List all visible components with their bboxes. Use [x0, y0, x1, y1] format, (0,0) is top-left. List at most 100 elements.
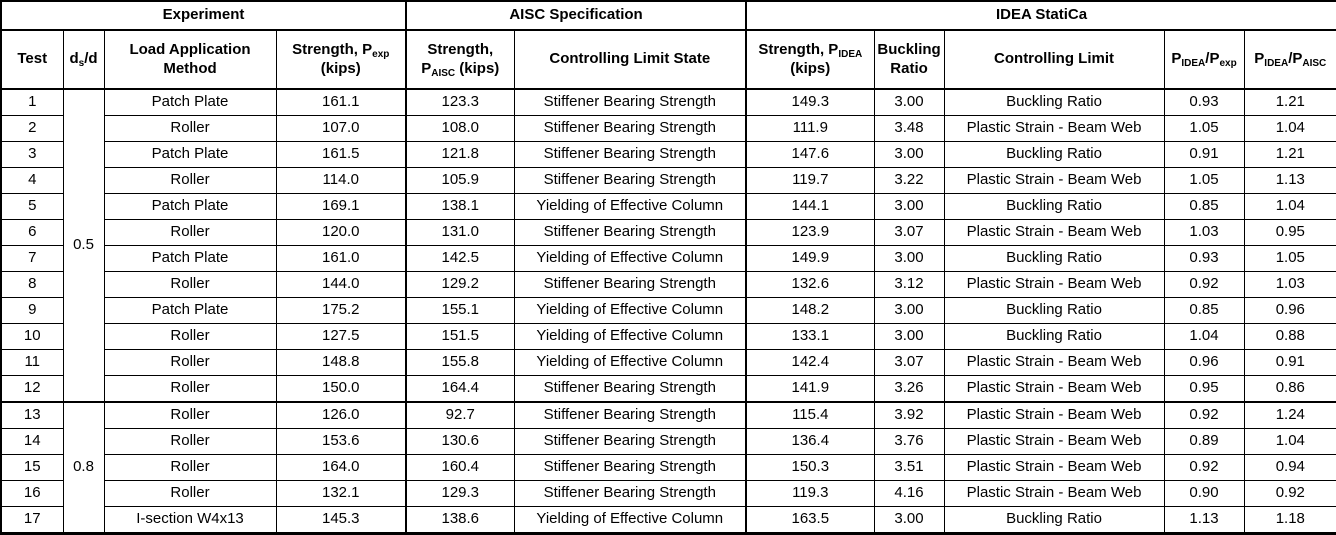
cell-p_aisc: 155.8	[405, 349, 515, 376]
cell-ratio_exp: 0.89	[1163, 428, 1245, 455]
cell-p_exp: 169.1	[275, 193, 407, 220]
cell-buckling: 3.22	[873, 167, 945, 194]
cell-method: Roller	[103, 401, 277, 429]
table-row: 14 Roller 153.6 130.6 Stiffener Bearing Stre…	[0, 428, 1336, 455]
cell-ratio_aisc: 1.18	[1243, 506, 1336, 534]
cell-ratio_aisc: 1.03	[1243, 271, 1336, 298]
cell-p_aisc: 123.3	[405, 88, 515, 116]
cell-ratio_aisc: 0.95	[1243, 219, 1336, 246]
cell-buckling: 3.00	[873, 245, 945, 272]
cell-p_exp: 175.2	[275, 297, 407, 324]
cell-test: 3	[0, 141, 64, 168]
cell-buckling: 3.26	[873, 375, 945, 403]
table-body: 1 0.5 Patch Plate 161.1 123.3 Stiffener Beari…	[0, 88, 1336, 534]
cell-p_aisc: 131.0	[405, 219, 515, 246]
cell-ratio_aisc: 1.05	[1243, 245, 1336, 272]
cell-aisc_limit: Stiffener Bearing Strength	[513, 271, 747, 298]
table-row: 9 Patch Plate 175.2 155.1 Yielding of Effect…	[0, 297, 1336, 324]
cell-ratio_exp: 0.92	[1163, 271, 1245, 298]
cell-p_idea: 115.4	[745, 401, 875, 429]
cell-buckling: 3.07	[873, 349, 945, 376]
cell-ratio_aisc: 1.04	[1243, 428, 1336, 455]
cell-idea_limit: Plastic Strain - Beam Web	[943, 349, 1165, 376]
cell-idea_limit: Plastic Strain - Beam Web	[943, 167, 1165, 194]
cell-method: Roller	[103, 480, 277, 507]
cell-ratio_aisc: 0.88	[1243, 323, 1336, 350]
cell-p_aisc: 92.7	[405, 401, 515, 429]
table-row: 13 0.8 Roller 126.0 92.7 Stiffener Bearing St…	[0, 401, 1336, 534]
cell-ratio_aisc: 1.24	[1243, 401, 1336, 429]
table-row: 1 0.5 Patch Plate 161.1 123.3 Stiffener Beari…	[0, 88, 1336, 403]
cell-test: 7	[0, 245, 64, 272]
cell-p_aisc: 164.4	[405, 375, 515, 403]
cell-ratio_aisc: 1.21	[1243, 141, 1336, 168]
cell-test: 11	[0, 349, 64, 376]
cell-aisc_limit: Stiffener Bearing Strength	[513, 115, 747, 142]
cell-method: Roller	[103, 271, 277, 298]
cell-aisc_limit: Stiffener Bearing Strength	[513, 401, 747, 429]
cell-method: I-section W4x13	[103, 506, 277, 534]
table-row: 11 Roller 148.8 155.8 Yielding of Effective …	[0, 349, 1336, 376]
table-row: 5 Patch Plate 169.1 138.1 Yielding of Effect…	[0, 193, 1336, 220]
cell-buckling: 3.07	[873, 219, 945, 246]
cell-method: Roller	[103, 115, 277, 142]
cell-idea_limit: Plastic Strain - Beam Web	[943, 401, 1165, 429]
cell-idea_limit: Buckling Ratio	[943, 141, 1165, 168]
cell-dsd-group: 0.5	[62, 88, 105, 403]
cell-method: Patch Plate	[103, 141, 277, 168]
cell-buckling: 3.51	[873, 454, 945, 481]
cell-p_idea: 147.6	[745, 141, 875, 168]
cell-p_exp: 127.5	[275, 323, 407, 350]
table-row: 4 Roller 114.0 105.9 Stiffener Bearing Stren…	[0, 167, 1336, 194]
cell-ratio_aisc: 0.96	[1243, 297, 1336, 324]
cell-ratio_exp: 0.95	[1163, 375, 1245, 403]
cell-test: 1	[0, 88, 64, 116]
cell-p_exp: 148.8	[275, 349, 407, 376]
cell-method: Roller	[103, 375, 277, 403]
table-row: 8 Roller 144.0 129.2 Stiffener Bearing Stren…	[0, 271, 1336, 298]
cell-method: Patch Plate	[103, 245, 277, 272]
col-header-p-aisc: Strength, PAISC (kips)	[405, 29, 515, 90]
col-header-aisc-limit-state: Controlling Limit State	[513, 29, 747, 90]
cell-ratio_aisc: 1.21	[1243, 88, 1336, 116]
table-row: 2 Roller 107.0 108.0 Stiffener Bearing Stren…	[0, 115, 1336, 142]
table-row: 17 I-section W4x13 145.3 138.6 Yielding of E…	[0, 506, 1336, 534]
cell-buckling: 3.92	[873, 401, 945, 429]
cell-method: Roller	[103, 349, 277, 376]
cell-p_idea: 142.4	[745, 349, 875, 376]
cell-p_exp: 107.0	[275, 115, 407, 142]
cell-p_idea: 148.2	[745, 297, 875, 324]
table-header: Experiment AISC Specification IDEA Stati…	[0, 0, 1336, 90]
cell-ratio_exp: 0.96	[1163, 349, 1245, 376]
cell-test: 17	[0, 506, 64, 534]
cell-idea_limit: Plastic Strain - Beam Web	[943, 219, 1165, 246]
cell-test: 5	[0, 193, 64, 220]
cell-idea_limit: Plastic Strain - Beam Web	[943, 480, 1165, 507]
cell-ratio_aisc: 1.04	[1243, 115, 1336, 142]
cell-p_exp: 164.0	[275, 454, 407, 481]
group-header-idea-statica: IDEA StatiCa	[745, 0, 1336, 31]
group-header-aisc-specification: AISC Specification	[405, 0, 747, 31]
col-header-p-idea: Strength, PIDEA (kips)	[745, 29, 875, 90]
cell-buckling: 3.12	[873, 271, 945, 298]
cell-test: 14	[0, 428, 64, 455]
cell-buckling: 3.00	[873, 141, 945, 168]
cell-ratio_exp: 0.85	[1163, 193, 1245, 220]
cell-buckling: 3.48	[873, 115, 945, 142]
cell-p_aisc: 160.4	[405, 454, 515, 481]
cell-test: 2	[0, 115, 64, 142]
cell-p_idea: 119.7	[745, 167, 875, 194]
cell-aisc_limit: Stiffener Bearing Strength	[513, 167, 747, 194]
cell-ratio_exp: 1.04	[1163, 323, 1245, 350]
cell-p_exp: 150.0	[275, 375, 407, 403]
cell-test: 8	[0, 271, 64, 298]
cell-ratio_exp: 0.90	[1163, 480, 1245, 507]
cell-idea_limit: Buckling Ratio	[943, 297, 1165, 324]
cell-idea_limit: Buckling Ratio	[943, 323, 1165, 350]
cell-aisc_limit: Yielding of Effective Column	[513, 245, 747, 272]
cell-p_aisc: 155.1	[405, 297, 515, 324]
cell-p_idea: 149.9	[745, 245, 875, 272]
cell-buckling: 3.00	[873, 193, 945, 220]
cell-method: Roller	[103, 323, 277, 350]
